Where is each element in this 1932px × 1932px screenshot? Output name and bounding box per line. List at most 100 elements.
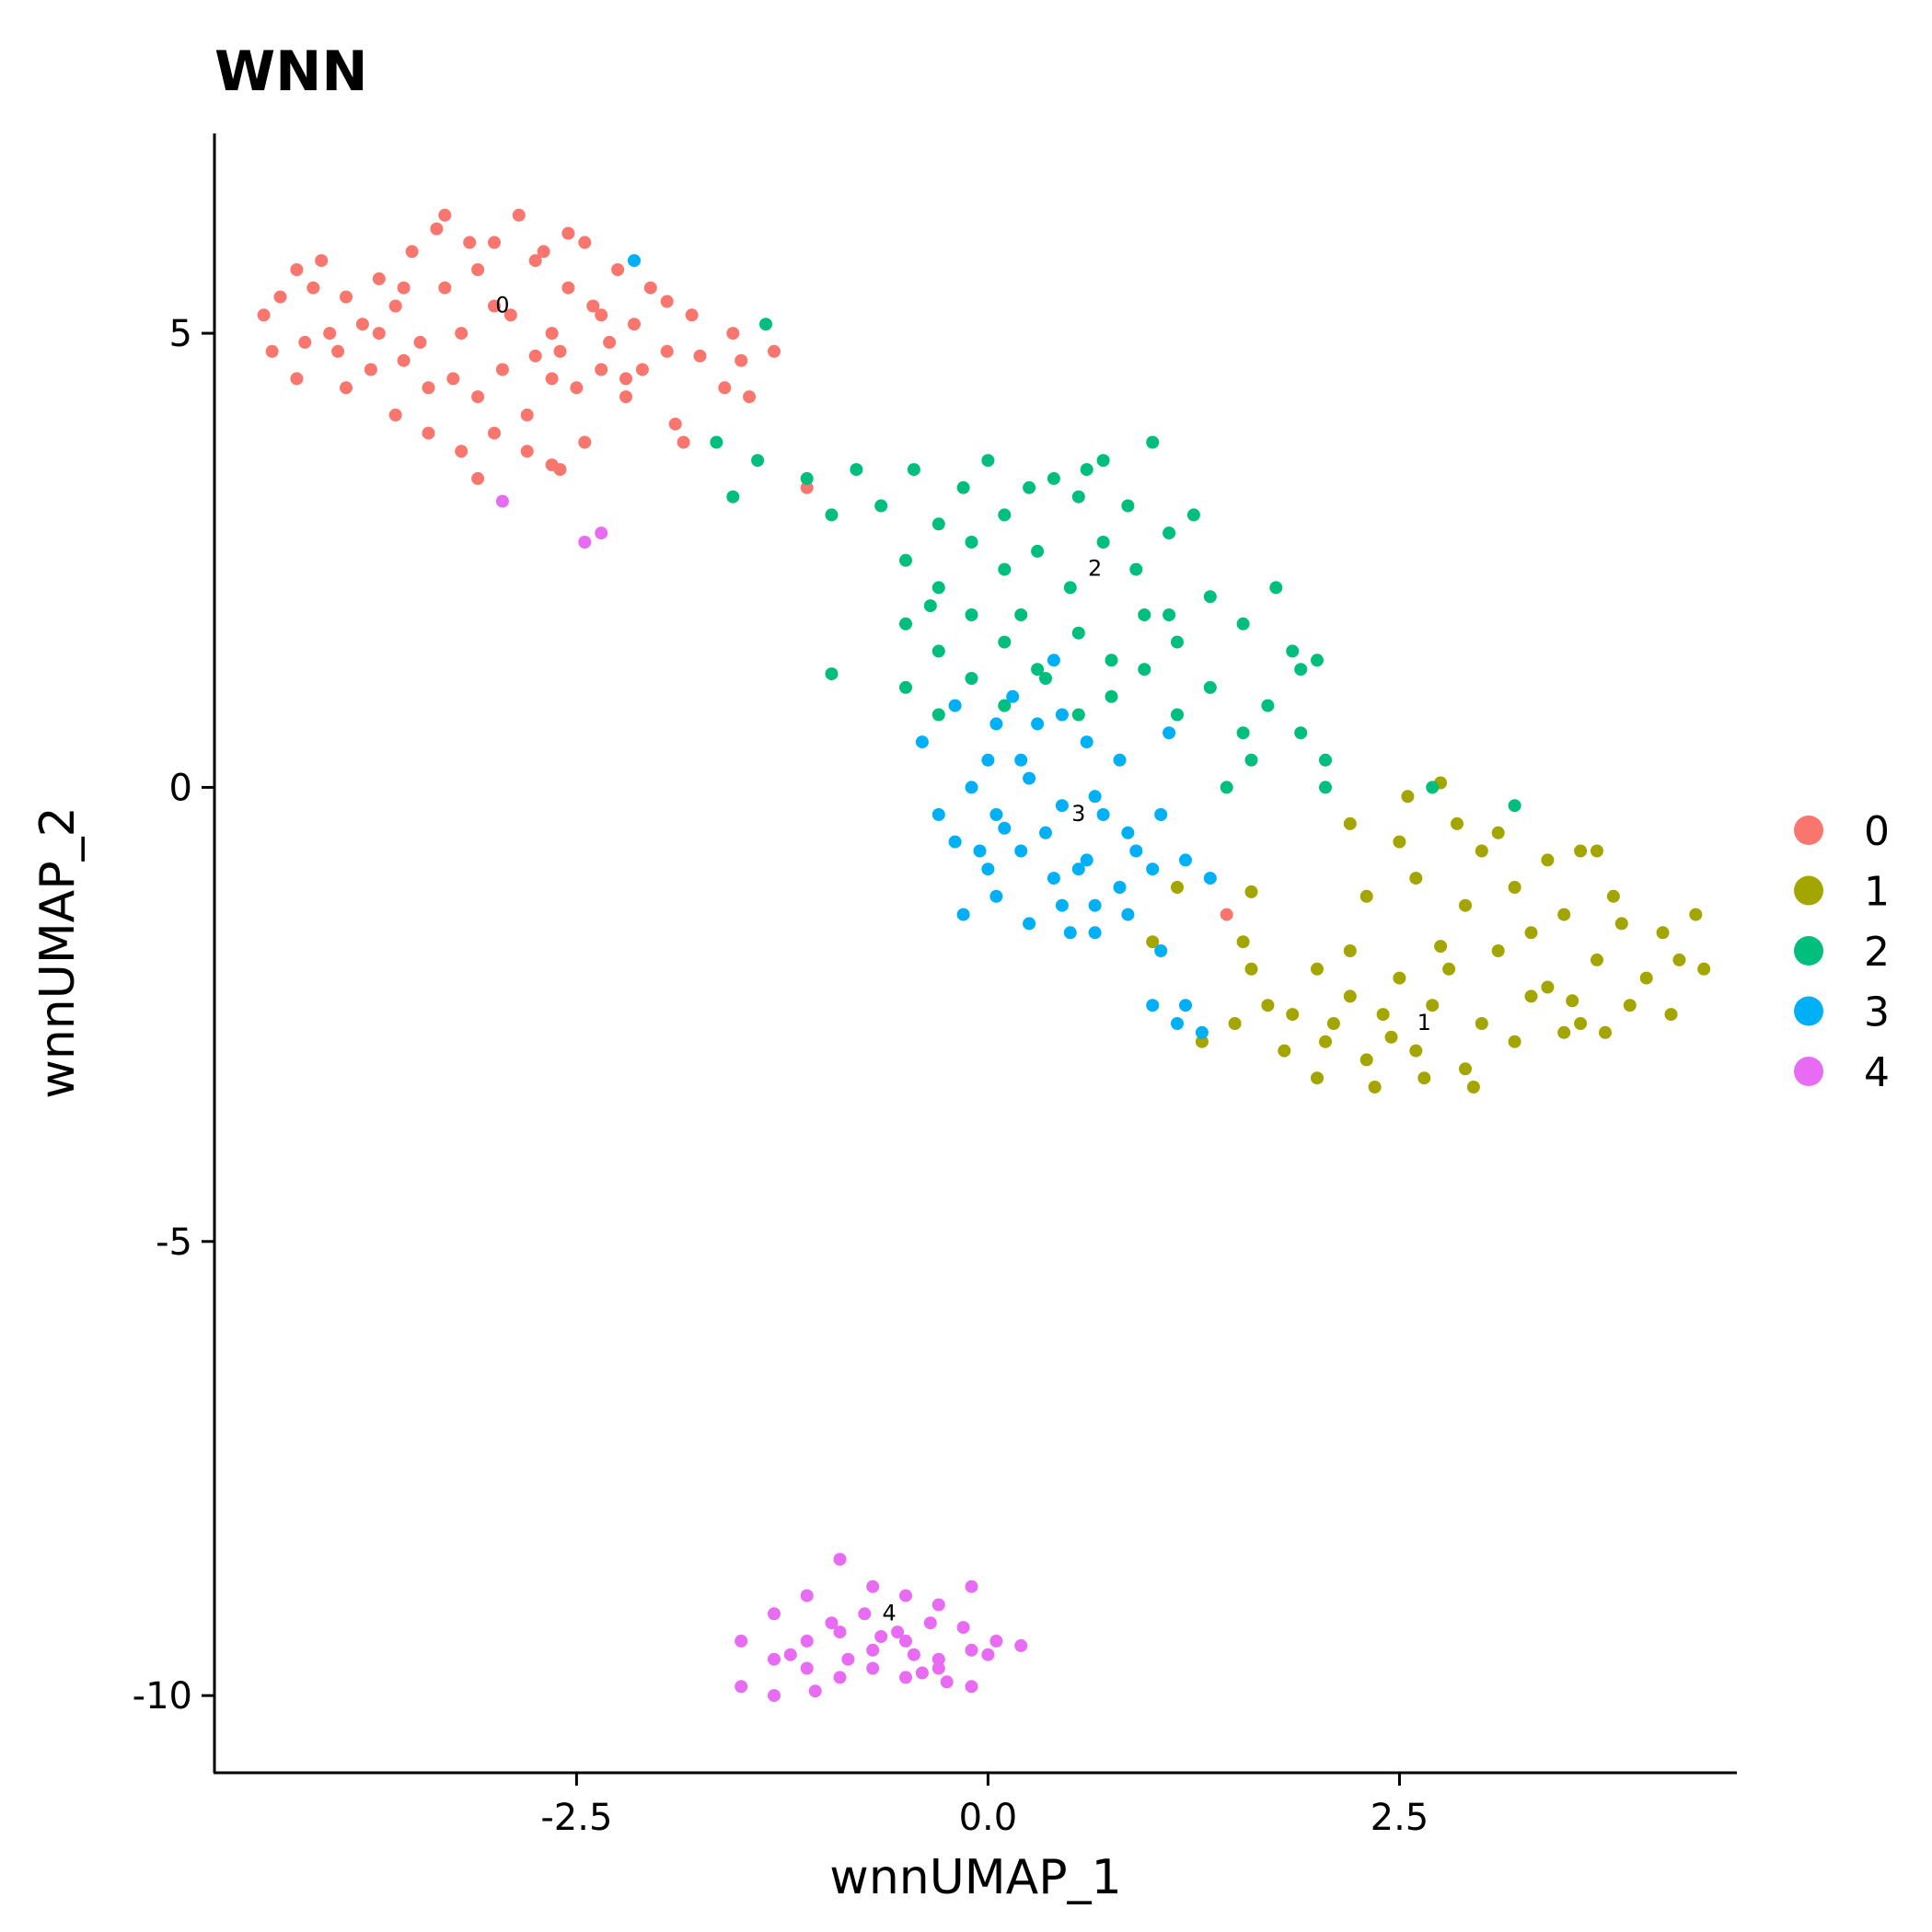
point-cluster-4: [595, 526, 608, 540]
point-cluster-3: [1113, 881, 1127, 894]
point-cluster-4: [808, 1684, 822, 1698]
cluster-label-4: 4: [882, 1600, 896, 1625]
cluster-labels: 0 1 2 3 4: [495, 293, 1431, 1626]
point-cluster-0: [422, 426, 435, 440]
point-cluster-3: [1047, 654, 1060, 667]
point-cluster-4: [899, 1589, 912, 1602]
point-cluster-1: [1384, 1030, 1398, 1044]
point-cluster-0: [718, 381, 732, 395]
point-cluster-2: [850, 463, 863, 477]
x-tick-label: 0.0: [959, 1797, 1018, 1839]
point-cluster-0: [520, 445, 534, 458]
point-cluster-1: [1311, 1071, 1324, 1085]
point-cluster-0: [488, 426, 501, 440]
point-cluster-1: [1326, 1017, 1340, 1030]
y-axis-ticks: 5 0 -5 -10: [133, 313, 214, 1718]
point-cluster-3: [1039, 826, 1052, 839]
point-cluster-2: [1244, 753, 1258, 767]
point-cluster-4: [915, 1666, 929, 1680]
point-cluster-0: [388, 408, 402, 422]
cluster-label-3: 3: [1071, 801, 1085, 827]
point-cluster-1: [1343, 989, 1357, 1003]
point-cluster-2: [1203, 590, 1217, 604]
point-cluster-2: [1031, 663, 1045, 677]
point-cluster-3: [1146, 999, 1160, 1012]
point-cluster-0: [578, 435, 592, 449]
point-cluster-1: [1195, 1035, 1209, 1048]
point-cluster-3: [628, 254, 641, 268]
point-cluster-4: [940, 1675, 954, 1689]
point-cluster-4: [825, 1616, 839, 1630]
point-cluster-2: [1023, 480, 1036, 494]
point-cluster-0: [397, 281, 411, 295]
point-cluster-1: [1278, 1044, 1291, 1058]
point-cluster-4: [800, 1589, 814, 1602]
point-cluster-4: [800, 1634, 814, 1648]
point-cluster-0: [635, 363, 649, 376]
point-cluster-3: [1121, 908, 1135, 921]
point-cluster-3: [1121, 826, 1135, 839]
point-cluster-1: [1491, 944, 1505, 957]
point-cluster-0: [430, 222, 444, 236]
point-cluster-2: [923, 599, 937, 613]
point-cluster-3: [998, 821, 1012, 835]
point-cluster-0: [471, 471, 485, 485]
x-tick-label: 2.5: [1371, 1797, 1429, 1839]
point-cluster-0: [438, 281, 452, 295]
point-cluster-3: [1088, 898, 1102, 912]
point-cluster-0: [545, 327, 559, 341]
point-cluster-1: [1434, 940, 1448, 954]
point-cluster-4: [989, 1634, 1003, 1648]
legend-swatch-4: [1794, 1057, 1823, 1086]
point-cluster-1: [1409, 1044, 1423, 1058]
point-cluster-4: [923, 1616, 937, 1630]
point-cluster-1: [1591, 844, 1603, 858]
point-cluster-2: [1186, 508, 1200, 522]
point-cluster-3: [1080, 735, 1093, 749]
point-cluster-2: [1039, 672, 1052, 685]
point-cluster-0: [331, 344, 345, 358]
point-cluster-4: [931, 1652, 945, 1666]
point-cluster-1: [1459, 898, 1472, 912]
point-cluster-3: [1071, 862, 1085, 876]
point-cluster-0: [677, 435, 690, 449]
point-cluster-4: [841, 1652, 855, 1666]
point-cluster-2: [907, 463, 920, 477]
point-cluster-0: [488, 299, 501, 313]
point-cluster-1: [1606, 889, 1620, 903]
point-cluster-1: [1442, 962, 1456, 976]
point-cluster-2: [726, 490, 740, 503]
point-cluster-0: [619, 390, 632, 404]
point-cluster-1: [1524, 926, 1538, 940]
point-cluster-1: [1393, 971, 1406, 985]
point-cluster-1: [1286, 1008, 1300, 1022]
point-cluster-3: [1146, 862, 1160, 876]
point-cluster-0: [355, 318, 369, 331]
y-tick-label: 0: [169, 767, 192, 809]
point-cluster-2: [1105, 689, 1118, 703]
point-cluster-4: [1014, 1638, 1028, 1652]
point-cluster-1: [1244, 962, 1258, 976]
point-cluster-1: [1591, 953, 1603, 966]
point-cluster-2: [1203, 680, 1217, 694]
point-cluster-2: [1071, 708, 1085, 722]
point-cluster-2: [1121, 499, 1135, 513]
point-cluster-2: [1047, 471, 1060, 485]
point-cluster-3: [1023, 771, 1036, 785]
point-cluster-2: [1508, 799, 1521, 813]
point-cluster-0: [603, 335, 617, 349]
point-cluster-4: [833, 1625, 847, 1639]
point-cluster-2: [1171, 708, 1184, 722]
point-cluster-0: [422, 381, 435, 395]
point-cluster-3: [948, 835, 962, 849]
point-cluster-2: [874, 499, 888, 513]
legend-label-3: 3: [1864, 989, 1890, 1036]
point-cluster-3: [1154, 944, 1168, 957]
point-cluster-0: [446, 372, 460, 386]
point-cluster-3: [1047, 872, 1060, 885]
point-cluster-2: [998, 508, 1012, 522]
point-cluster-3: [948, 699, 962, 712]
point-cluster-0: [619, 372, 632, 386]
point-cluster-1: [1508, 881, 1521, 894]
point-cluster-4: [931, 1598, 945, 1612]
